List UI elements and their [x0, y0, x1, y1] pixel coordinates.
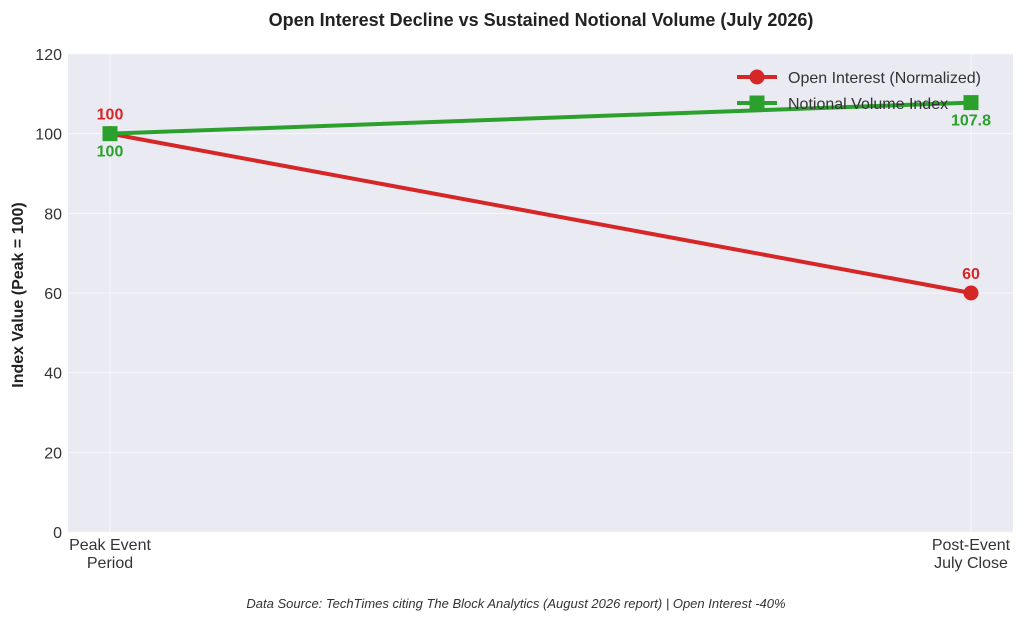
x-tick-label: Peak Event — [69, 537, 151, 554]
chart-title: Open Interest Decline vs Sustained Notio… — [269, 10, 814, 30]
y-tick-label: 100 — [35, 127, 62, 144]
data-label: 60 — [962, 266, 980, 283]
y-axis-label: Index Value (Peak = 100) — [10, 202, 27, 387]
y-axis-ticks: 0 20 40 60 80 100 120 — [35, 47, 62, 542]
x-tick-label: July Close — [934, 555, 1008, 572]
x-tick-label: Period — [87, 555, 133, 572]
y-tick-label: 40 — [44, 366, 62, 383]
series-line-2 — [108, 100, 973, 136]
data-labels: 100 60 100 107.8 — [97, 107, 991, 283]
data-point-marker — [102, 126, 118, 142]
data-point-marker — [963, 95, 979, 111]
data-label: 100 — [97, 144, 124, 161]
series-line-1 — [108, 131, 973, 295]
series-group — [102, 95, 979, 301]
legend-label: Notional Volume Index — [788, 96, 948, 113]
legend-label: Open Interest (Normalized) — [788, 70, 981, 87]
legend: Open Interest (Normalized) Notional Volum… — [737, 69, 981, 113]
legend-marker — [749, 69, 765, 85]
data-source-note: Data Source: TechTimes citing The Block … — [246, 596, 785, 611]
y-tick-label: 0 — [53, 525, 62, 542]
x-tick-label: Post-Event — [932, 537, 1011, 554]
legend-marker — [749, 95, 765, 111]
y-tick-label: 80 — [44, 206, 62, 223]
y-tick-label: 120 — [35, 47, 62, 64]
data-label: 100 — [97, 107, 124, 124]
data-label: 107.8 — [951, 113, 991, 130]
y-tick-label: 60 — [44, 286, 62, 303]
y-tick-label: 20 — [44, 445, 62, 462]
data-point-marker — [963, 285, 979, 301]
